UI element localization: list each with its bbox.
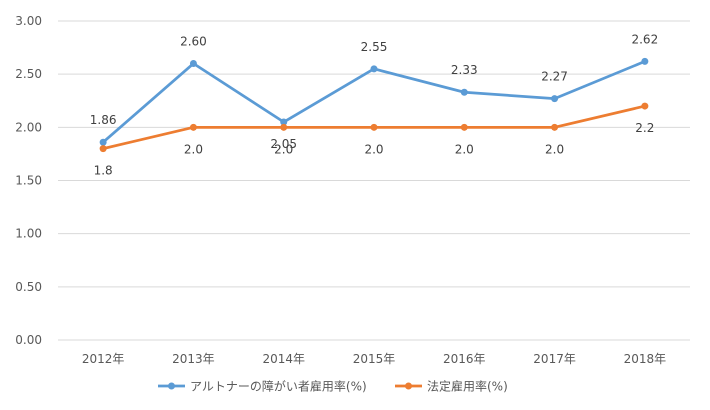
data-point <box>460 88 468 96</box>
legend-label: アルトナーの障がい者雇用率(%) <box>190 379 367 394</box>
legend-swatch-marker <box>405 382 412 390</box>
data-point <box>280 118 288 126</box>
data-label: 2.0 <box>545 142 564 156</box>
y-tick-label: 1.00 <box>15 227 42 241</box>
data-label: 2.62 <box>631 32 658 46</box>
data-labels: 1.86 2.60 2.05 2.55 2.33 2.27 2.62 1.8 2.0 2.0 2.0… <box>90 32 658 177</box>
x-tick-label: 2017年 <box>533 352 576 366</box>
y-tick-label: 2.00 <box>15 120 42 134</box>
data-label: 2.55 <box>361 40 388 54</box>
legend: アルトナーの障がい者雇用率(%) 法定雇用率(%) <box>158 379 508 394</box>
data-point <box>641 102 649 110</box>
legend-label: 法定雇用率(%) <box>427 379 508 394</box>
data-label: 2.60 <box>180 35 207 49</box>
data-point <box>99 138 107 146</box>
x-tick-label: 2018年 <box>624 352 667 366</box>
legend-swatch-marker <box>168 382 175 390</box>
data-point <box>551 95 559 103</box>
data-label: 2.0 <box>364 142 383 156</box>
y-tick-label: 0.00 <box>15 333 42 347</box>
data-point <box>189 60 197 68</box>
x-axis-ticks: 2012年 2013年 2014年 2015年 2016年 2017年 2018年 <box>82 352 666 366</box>
data-point <box>370 123 378 131</box>
data-point <box>641 57 649 65</box>
y-tick-label: 2.50 <box>15 67 42 81</box>
data-point <box>99 145 107 153</box>
data-label: 2.05 <box>270 137 297 151</box>
x-tick-label: 2015年 <box>353 352 396 366</box>
data-point <box>460 123 468 131</box>
data-label: 2.0 <box>184 142 203 156</box>
data-label: 1.8 <box>94 164 113 178</box>
x-tick-label: 2014年 <box>262 352 305 366</box>
data-point <box>551 123 559 131</box>
y-tick-label: 0.50 <box>15 280 42 294</box>
x-tick-label: 2016年 <box>443 352 486 366</box>
y-axis-ticks: 0.00 0.50 1.00 1.50 2.00 2.50 3.00 <box>15 14 42 347</box>
series-lines <box>99 57 649 153</box>
x-tick-label: 2012年 <box>82 352 125 366</box>
data-label: 1.86 <box>90 113 117 127</box>
data-label: 2.33 <box>451 63 478 77</box>
data-point <box>370 65 378 73</box>
data-label: 2.0 <box>274 142 293 156</box>
data-label: 2.2 <box>635 121 654 135</box>
y-tick-label: 1.50 <box>15 174 42 188</box>
data-label: 2.0 <box>455 142 474 156</box>
data-point <box>280 123 288 131</box>
x-tick-label: 2013年 <box>172 352 215 366</box>
data-point <box>189 123 197 131</box>
y-tick-label: 3.00 <box>15 14 42 28</box>
data-label: 2.27 <box>541 70 568 84</box>
